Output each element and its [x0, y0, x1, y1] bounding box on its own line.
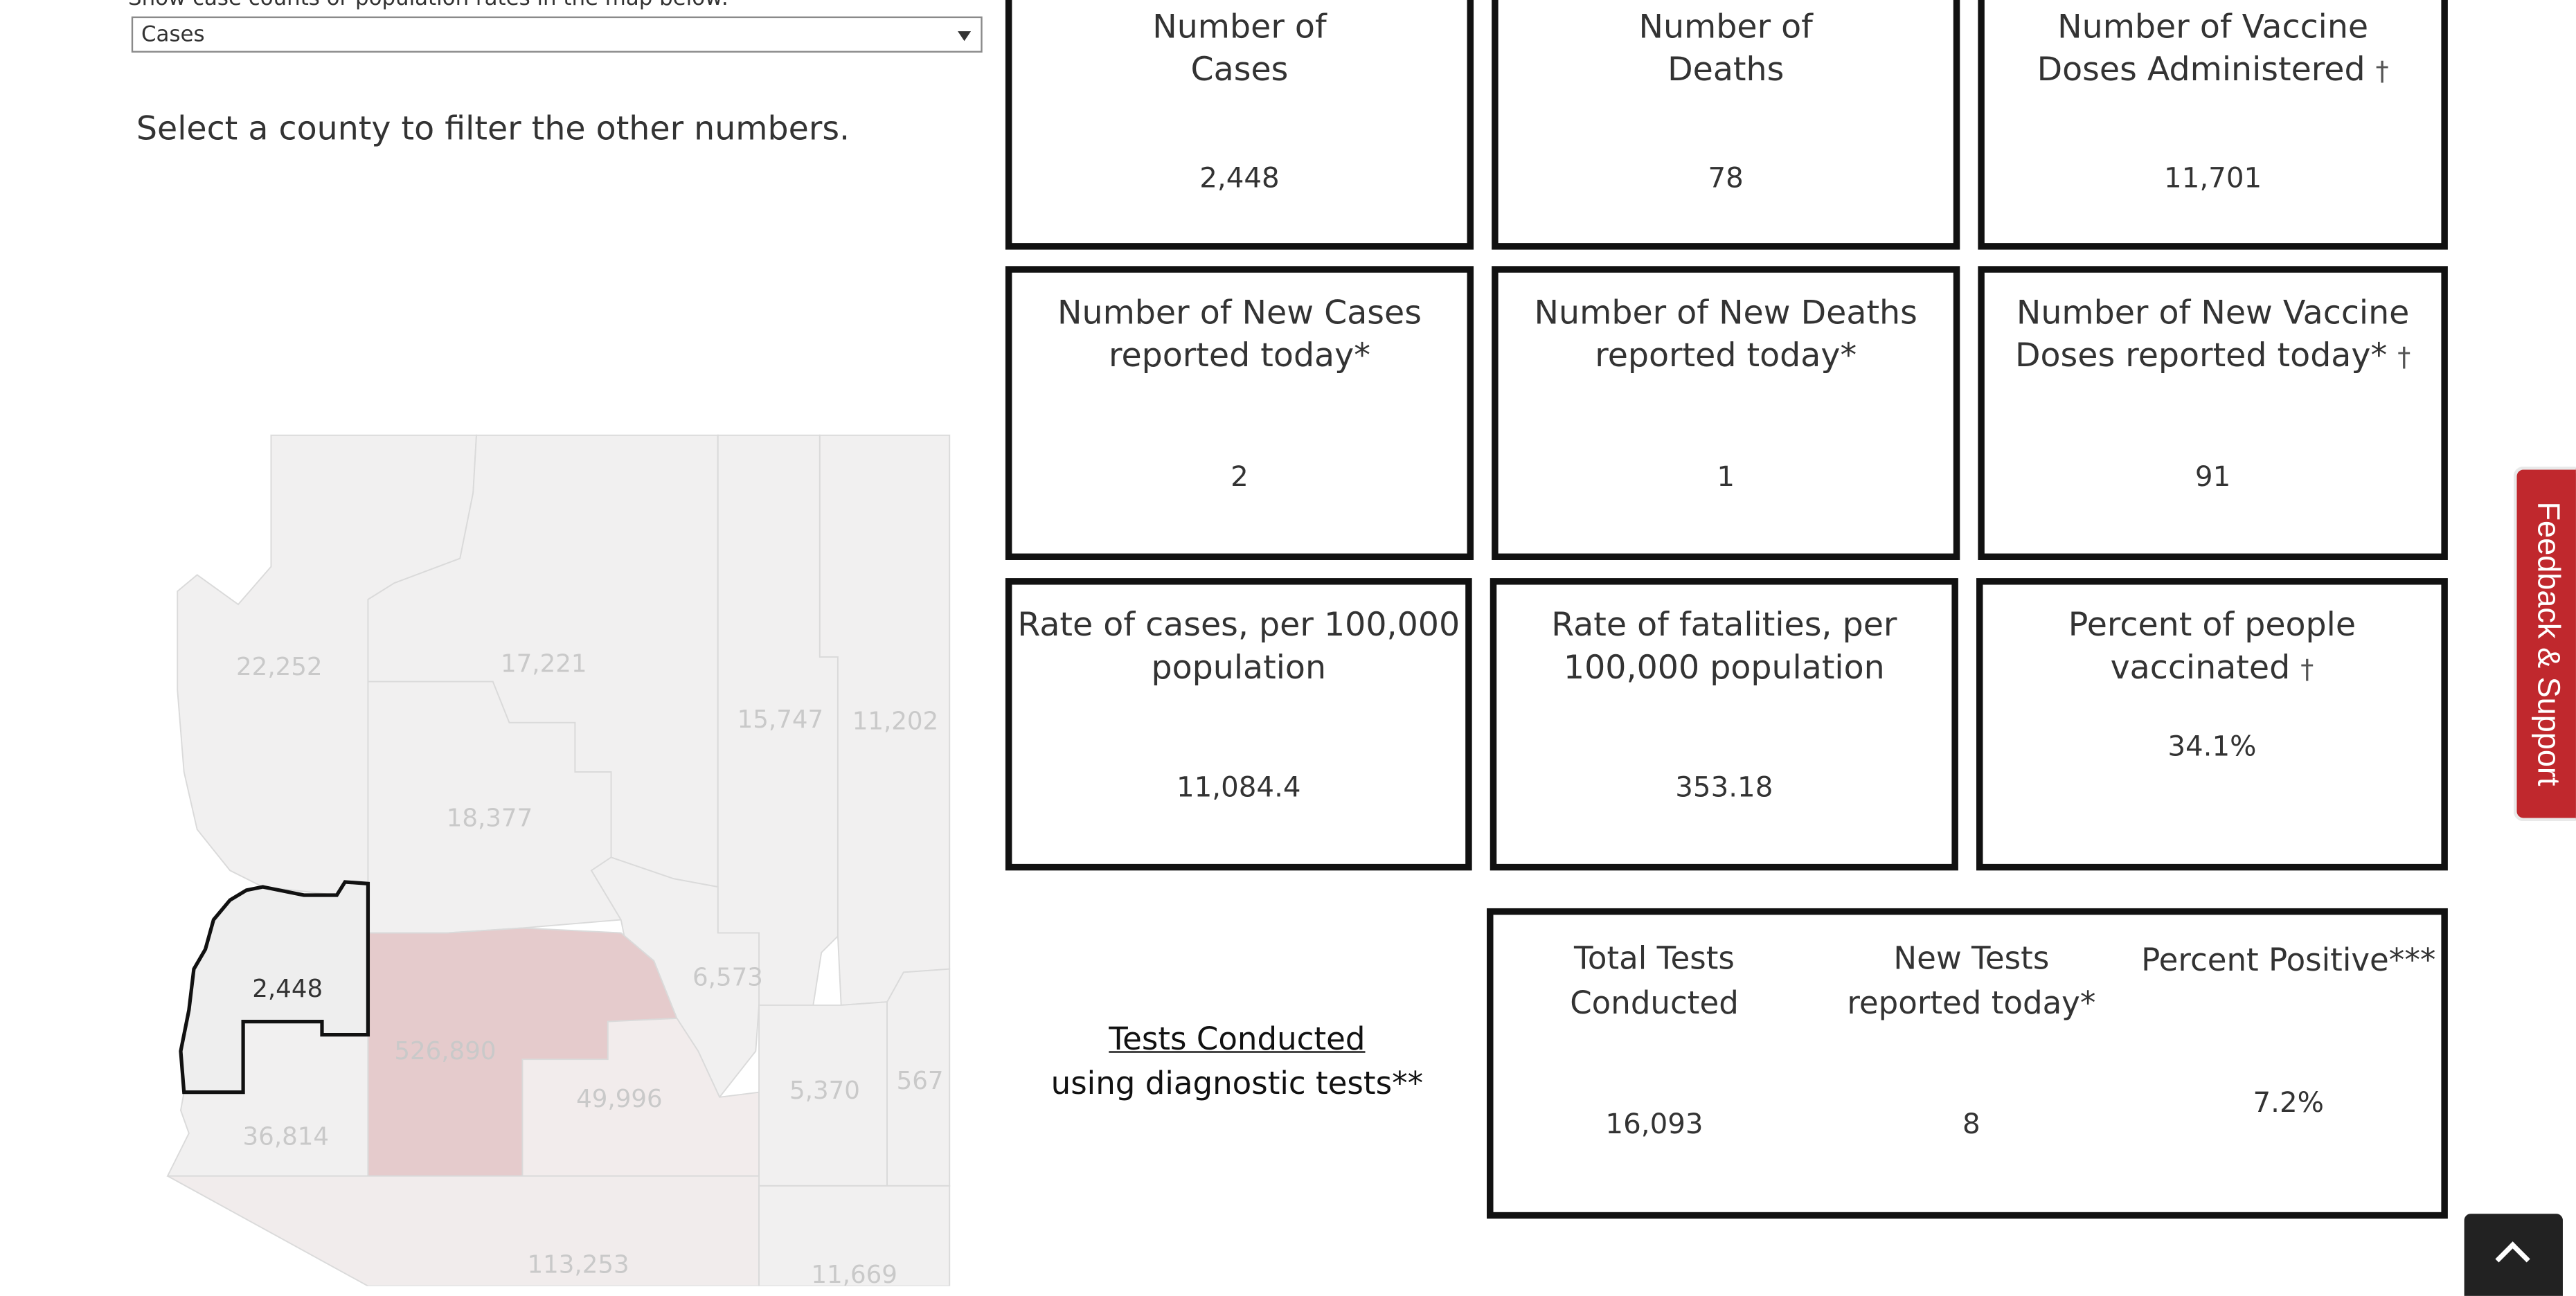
tests-total-column: Total Tests Conducted 16,093: [1494, 938, 1816, 1217]
card-title-line1: Number of: [1152, 6, 1327, 46]
dagger-footnote-marker: †: [2397, 341, 2411, 373]
tests-new-column: New Tests reported today* 8: [1816, 938, 2128, 1217]
card-rate-of-cases: Rate of cases, per 100,000 population 11…: [1005, 578, 1472, 871]
card-value: 2: [1231, 461, 1249, 495]
county-pima[interactable]: [167, 1175, 760, 1286]
dropdown-selected-value: Cases: [141, 23, 205, 48]
card-new-vaccine-doses-today: Number of New Vaccine Doses reported tod…: [1978, 266, 2448, 560]
county-value-label: 17,221: [501, 649, 587, 678]
card-title-line2: Deaths: [1667, 49, 1785, 89]
county-value-label: 18,377: [447, 804, 533, 832]
county-value-label: 11,669: [811, 1261, 897, 1286]
county-cochise[interactable]: [758, 1185, 951, 1286]
card-rate-of-fatalities: Rate of fatalities, per 100,000 populati…: [1490, 578, 1958, 871]
tests-column-value: 7.2%: [2253, 1087, 2324, 1120]
tests-heading-title: Tests Conducted: [1109, 1021, 1366, 1058]
county-value-label: 11,202: [852, 707, 939, 735]
card-new-cases-today: Number of New Cases reported today* 2: [1005, 266, 1474, 560]
tests-heading-subtitle: using diagnostic tests**: [1050, 1065, 1424, 1102]
county-value-label: 113,253: [528, 1251, 629, 1279]
card-value: 34.1%: [2167, 730, 2257, 764]
card-percent-vaccinated: Percent of people vaccinated † 34.1%: [1976, 578, 2448, 871]
card-title-line1: Number of New Vaccine: [2016, 292, 2410, 332]
card-title-line1: Rate of cases, per 100,000: [1017, 604, 1460, 644]
county-la-paz-selected[interactable]: [179, 880, 370, 1095]
map-metric-dropdown[interactable]: Cases: [131, 16, 983, 53]
feedback-support-label: Feedback & Support: [2530, 501, 2565, 786]
county-value-label: 526,890: [394, 1037, 496, 1065]
dagger-footnote-marker: †: [2375, 55, 2389, 87]
card-value: 11,084.4: [1176, 772, 1301, 805]
tests-column-title-line2: Conducted: [1570, 985, 1739, 1022]
county-filter-instruction: Select a county to filter the other numb…: [136, 108, 850, 148]
county-value-label: 36,814: [243, 1123, 330, 1151]
county-value-label: 15,747: [737, 705, 824, 734]
dagger-footnote-marker: †: [2300, 654, 2314, 685]
card-value: 1: [1717, 461, 1735, 495]
tests-conducted-heading: Tests Conducted using diagnostic tests**: [1005, 1018, 1469, 1107]
card-title-line2: reported today*: [1108, 334, 1370, 375]
card-title-line2: population: [1151, 647, 1327, 687]
card-title-line2: reported today*: [1595, 334, 1857, 375]
card-title-line1: Number of Vaccine: [2057, 6, 2369, 46]
map-filter-label: Show case counts or population rates in …: [128, 0, 728, 12]
county-value-label: 22,252: [236, 653, 323, 681]
tests-column-title-line2: reported today*: [1847, 985, 2096, 1022]
card-title-line2: Doses Administered: [2037, 49, 2365, 89]
chevron-up-icon: [2495, 1241, 2530, 1277]
card-number-of-cases: Number of Cases 2,448: [1005, 0, 1474, 250]
county-value-label: 5,370: [789, 1077, 860, 1105]
card-value: 2,448: [1199, 162, 1280, 196]
card-new-deaths-today: Number of New Deaths reported today* 1: [1492, 266, 1960, 560]
tests-column-title-line1: Total Tests: [1574, 941, 1735, 978]
card-title-line2: 100,000 population: [1563, 647, 1885, 687]
card-value: 78: [1708, 162, 1744, 196]
tests-summary-box: Total Tests Conducted 16,093 New Tests r…: [1487, 908, 2448, 1219]
county-value-label: 6,573: [692, 963, 763, 991]
feedback-support-tab[interactable]: Feedback & Support: [2513, 466, 2576, 822]
tests-column-title-line1: New Tests: [1893, 941, 2050, 978]
tests-column-value: 16,093: [1605, 1108, 1703, 1142]
county-value-label: 567: [897, 1067, 944, 1095]
county-value-label: 49,996: [576, 1085, 663, 1113]
card-number-of-deaths: Number of Deaths 78: [1492, 0, 1960, 250]
tests-percent-positive-column: Percent Positive*** 7.2%: [2134, 939, 2443, 1218]
card-vaccine-doses-administered: Number of Vaccine Doses Administered † 1…: [1978, 0, 2448, 250]
arizona-county-map: 22,252 17,221 15,747 11,202 18,377 6,573…: [0, 0, 985, 1286]
tests-column-title-line1: Percent Positive***: [2141, 942, 2436, 979]
card-title-line2: Cases: [1190, 49, 1289, 89]
card-title-line1: Number of New Cases: [1057, 292, 1422, 332]
chevron-down-icon: [958, 31, 972, 42]
back-to-top-button[interactable]: [2464, 1214, 2563, 1296]
card-title-line1: Rate of fatalities, per: [1551, 604, 1897, 644]
card-title-line2: Doses reported today*: [2014, 334, 2388, 375]
selected-county-value-label: 2,448: [252, 975, 323, 1003]
card-title-line1: Number of: [1638, 6, 1813, 46]
card-value: 91: [2194, 461, 2231, 495]
card-value: 11,701: [2164, 162, 2262, 196]
tests-column-value: 8: [1962, 1108, 1980, 1142]
card-value: 353.18: [1675, 772, 1773, 805]
card-title-line1: Percent of people vaccinated: [2068, 604, 2356, 687]
card-title-line1: Number of New Deaths: [1534, 292, 1917, 332]
